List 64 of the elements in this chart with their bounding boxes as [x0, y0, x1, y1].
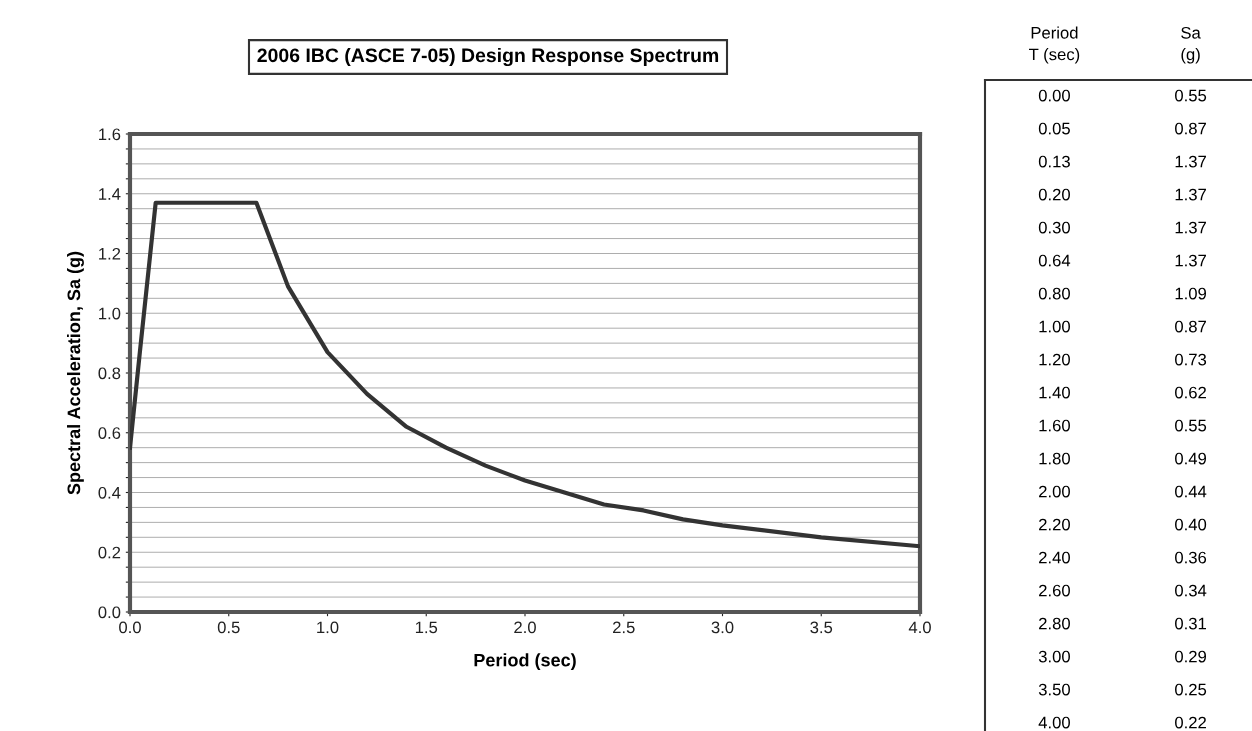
category-label: 1.60	[1039, 419, 1070, 432]
line-series	[130, 200, 920, 549]
category-label: 0.00	[1038, 89, 1070, 102]
y-tick-label: 0.2	[98, 546, 121, 559]
category-label: 1.00	[1039, 320, 1070, 333]
category-label: 2.40	[1039, 551, 1070, 564]
category-label: 1.40	[1039, 386, 1070, 399]
x-tick-label: 2.0	[514, 621, 536, 634]
y-tick-label: 1.0	[99, 307, 121, 320]
category-label: 2.00	[1039, 485, 1070, 498]
text: 0.49	[1175, 452, 1207, 465]
text: 0.62	[1175, 386, 1206, 399]
category-label: 0.30	[1038, 221, 1070, 234]
category-label: 0.05	[1038, 122, 1070, 135]
category-label: 0.64	[1038, 254, 1071, 267]
text: 0.31	[1175, 617, 1206, 630]
category-label: 3.00	[1038, 650, 1070, 663]
text: 0.73	[1175, 353, 1207, 366]
x-tick-label: 4.0	[908, 621, 931, 634]
text: Period T (sec)	[1029, 26, 1080, 64]
x-tick-label: 0.5	[217, 621, 240, 634]
text: 0.34	[1175, 584, 1207, 597]
text: 0.29	[1175, 650, 1207, 663]
text: 0.40	[1175, 518, 1207, 531]
y-tick-label: 1.4	[99, 188, 121, 200]
x-tick-label: 3.0	[711, 621, 734, 634]
category-label: 2.60	[1039, 584, 1070, 597]
text: 0.25	[1175, 683, 1207, 696]
y-tick-label: 0.4	[98, 486, 121, 499]
category-label: 3.50	[1038, 683, 1070, 696]
category-label: 1.20	[1039, 353, 1070, 366]
category-label: 2.20	[1039, 518, 1070, 531]
category-label: 2.80	[1039, 617, 1070, 630]
text: 1.37	[1175, 221, 1206, 234]
y-tick-label: 0.8	[98, 367, 121, 380]
x-tick-label: 1.5	[415, 621, 438, 634]
x-tick-label: 2.5	[613, 621, 635, 634]
text: 1.37	[1175, 155, 1206, 168]
text: Sa (g)	[1181, 26, 1201, 64]
text: 1.09	[1175, 287, 1207, 300]
chart-title: 2006 IBC (ASCE 7-05) Design Response Spectrum	[257, 47, 719, 67]
y-tick-label: 1.2	[99, 247, 121, 260]
text: 0.87	[1175, 320, 1206, 333]
text: 0.55	[1175, 89, 1207, 102]
y-tick-label: 0.0	[98, 606, 121, 619]
y-tick-label: 0.6	[98, 427, 121, 439]
y-tick-label: 1.6	[99, 128, 121, 141]
x-tick-label: 0.0	[119, 621, 141, 634]
y-axis-title: Spectral Acceleration, Sa (g)	[67, 251, 84, 495]
category-label: 4.00	[1038, 716, 1070, 729]
text: 0.55	[1175, 419, 1207, 432]
category-label: 0.20	[1038, 188, 1070, 201]
text: 0.22	[1175, 716, 1206, 729]
text: 0.44	[1175, 485, 1207, 498]
text: 1.37	[1175, 188, 1206, 201]
text: 1.37	[1175, 254, 1206, 267]
x-tick-label: 3.5	[810, 621, 833, 634]
category-label: 0.13	[1038, 155, 1070, 168]
text: 0.36	[1175, 551, 1207, 564]
text: 0.87	[1175, 122, 1206, 135]
x-tick-label: 1.0	[317, 621, 339, 634]
x-axis-title: Period (sec)	[474, 653, 576, 671]
category-label: 1.80	[1039, 452, 1070, 465]
category-label: 0.80	[1038, 287, 1070, 300]
